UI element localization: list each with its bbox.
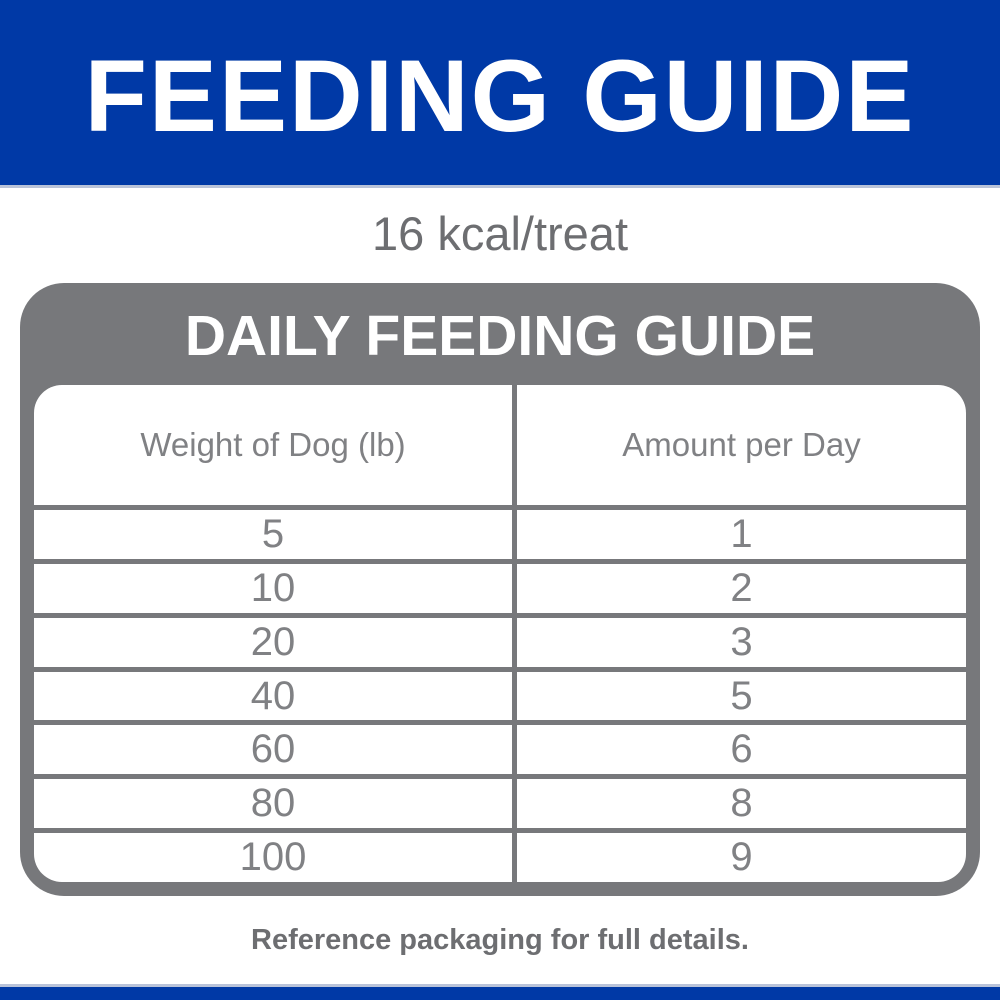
header-banner: FEEDING GUIDE [0, 0, 1000, 188]
amount-cell: 9 [730, 835, 753, 880]
weight-cell: 40 [34, 671, 517, 721]
amount-cell: 1 [730, 511, 753, 556]
table-row: 20 3 [34, 612, 966, 667]
weight-cell: 60 [34, 725, 517, 775]
amount-cell: 3 [730, 619, 753, 664]
reference-footnote: Reference packaging for full details. [251, 924, 749, 956]
weight-cell: 20 [34, 617, 517, 667]
feeding-table: Weight of Dog (lb) Amount per Day 5 1 10… [34, 385, 966, 882]
table-row: 100 9 [34, 828, 966, 882]
table-header-row: Weight of Dog (lb) Amount per Day [34, 385, 966, 505]
column-header-amount: Amount per Day [622, 426, 861, 463]
kcal-subtitle: 16 kcal/treat [371, 207, 629, 260]
weight-cell: 80 [34, 779, 517, 829]
weight-cell: 5 [34, 510, 517, 559]
footer-strip [0, 984, 1000, 1000]
table-row: 40 5 [34, 666, 966, 721]
amount-cell: 6 [730, 727, 753, 772]
panel-title: DAILY FEEDING GUIDE [184, 304, 816, 368]
feeding-guide-panel: DAILY FEEDING GUIDE Weight of Dog (lb) A… [20, 283, 980, 896]
amount-cell: 2 [730, 565, 753, 610]
amount-cell: 5 [730, 673, 753, 718]
weight-cell: 10 [34, 563, 517, 613]
table-row: 10 2 [34, 558, 966, 613]
table-row: 80 8 [34, 774, 966, 829]
column-header-weight: Weight of Dog (lb) [34, 385, 517, 505]
weight-cell: 100 [34, 833, 517, 882]
table-row: 5 1 [34, 505, 966, 559]
amount-cell: 8 [730, 781, 753, 826]
table-row: 60 6 [34, 720, 966, 775]
page-title: FEEDING GUIDE [84, 38, 916, 153]
